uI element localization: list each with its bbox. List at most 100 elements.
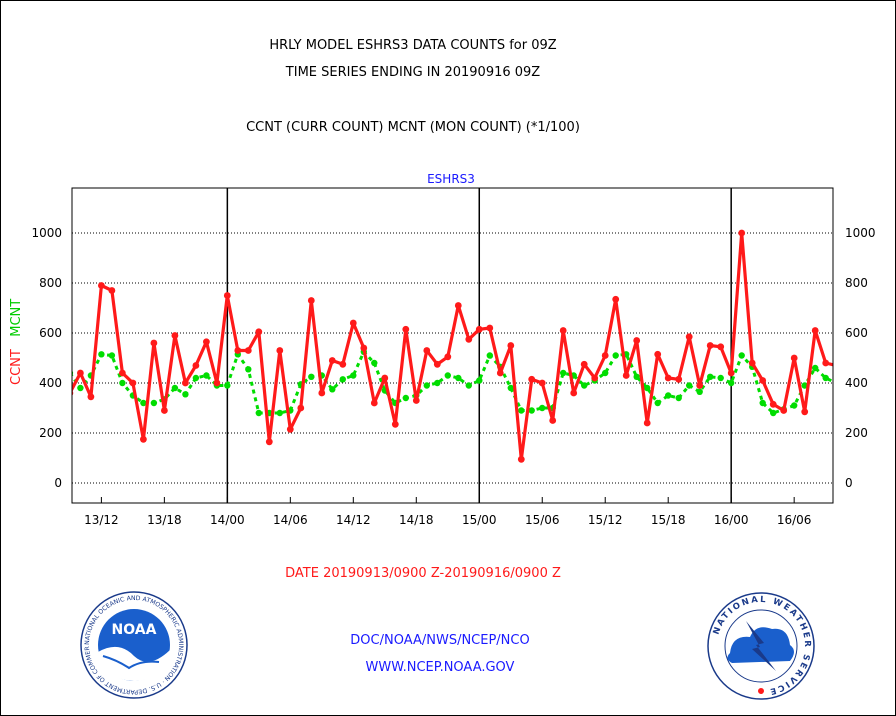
data-point-mcnt — [665, 392, 672, 399]
data-point-mcnt — [140, 399, 147, 407]
data-point-ccnt — [790, 354, 798, 362]
data-point-ccnt — [822, 359, 830, 367]
data-point-mcnt — [402, 394, 409, 402]
x-tick-label: 14/12 — [336, 513, 371, 527]
plot-area-border — [71, 187, 834, 504]
data-point-ccnt — [433, 360, 441, 368]
data-point-mcnt — [518, 407, 525, 414]
data-point-mcnt — [717, 374, 724, 382]
y-tick-label-left: 0 — [54, 476, 62, 490]
data-point-ccnt — [496, 369, 504, 377]
data-point-ccnt — [654, 350, 662, 358]
data-point-ccnt — [454, 302, 462, 309]
y-tick-label-left: 200 — [39, 426, 62, 440]
data-point-ccnt — [318, 389, 326, 397]
data-point-mcnt — [434, 379, 441, 387]
data-point-ccnt — [727, 369, 735, 377]
data-point-ccnt — [801, 408, 809, 416]
y-tick-label-right: 0 — [845, 476, 853, 490]
data-point-ccnt — [150, 339, 158, 347]
data-point-mcnt — [455, 374, 462, 382]
x-tick-label: 16/06 — [777, 513, 812, 527]
data-point-ccnt — [339, 360, 347, 368]
data-point-mcnt — [832, 382, 833, 384]
data-point-ccnt — [612, 295, 620, 303]
chart-title-line2: TIME SERIES ENDING IN 20190916 09Z — [285, 65, 541, 80]
data-point-mcnt — [675, 394, 682, 402]
data-point-ccnt — [370, 399, 378, 407]
x-tick-label: 16/00 — [714, 513, 749, 527]
data-point-mcnt — [654, 399, 661, 407]
chart-title-line1: HRLY MODEL ESHRS3 DATA COUNTS for 09Z — [269, 38, 557, 53]
data-point-mcnt — [444, 372, 451, 379]
date-range-label: DATE 20190913/0900 Z-20190916/0900 Z — [285, 566, 561, 581]
data-point-mcnt — [171, 384, 179, 392]
y-tick-label-left: 600 — [39, 326, 62, 340]
data-point-ccnt — [402, 325, 410, 333]
y-tick-label-right: 200 — [845, 426, 868, 440]
data-point-mcnt — [77, 384, 84, 392]
data-point-ccnt — [108, 287, 116, 294]
nws-logo-icon: NATIONAL WEATHER SERVICE — [707, 592, 815, 700]
y-tick-label-right: 400 — [845, 376, 868, 390]
data-point-ccnt — [161, 407, 168, 414]
data-point-ccnt — [538, 379, 546, 387]
data-point-ccnt — [286, 425, 294, 433]
data-point-mcnt — [581, 382, 588, 389]
data-point-ccnt — [297, 404, 305, 412]
y-tick-label-left: 1000 — [31, 226, 62, 240]
data-point-ccnt — [664, 374, 672, 382]
data-point-mcnt — [728, 379, 735, 387]
data-point-ccnt — [213, 379, 221, 387]
y-tick-label-left: 800 — [39, 276, 62, 290]
data-point-mcnt — [759, 399, 766, 407]
data-point-mcnt — [633, 373, 640, 380]
data-point-ccnt — [307, 297, 315, 304]
data-point-mcnt — [476, 377, 483, 384]
data-point-ccnt — [234, 347, 242, 354]
data-point-ccnt — [580, 360, 588, 368]
data-point-ccnt — [549, 417, 557, 424]
doc-link-text: DOC/NOAA/NWS/NCEP/NCO — [350, 633, 530, 648]
x-tick-label: 15/18 — [651, 513, 686, 527]
data-point-ccnt — [98, 282, 105, 289]
y-tick-label-right: 600 — [845, 326, 868, 340]
data-point-ccnt — [192, 362, 200, 369]
y-tick-label-left: 400 — [39, 376, 62, 390]
data-point-mcnt — [465, 382, 472, 389]
y-tick-label-right: 1000 — [845, 226, 876, 240]
data-point-ccnt — [559, 327, 567, 334]
data-point-mcnt — [791, 402, 798, 409]
data-point-mcnt — [108, 352, 116, 359]
data-point-ccnt — [349, 319, 357, 327]
data-point-ccnt — [486, 324, 494, 332]
data-point-ccnt — [381, 374, 389, 382]
data-point-mcnt — [738, 352, 745, 359]
data-point-ccnt — [685, 333, 693, 341]
data-point-mcnt — [329, 386, 336, 393]
data-point-ccnt — [223, 292, 231, 299]
data-point-ccnt — [780, 407, 788, 414]
data-point-ccnt — [591, 374, 599, 382]
data-point-ccnt — [265, 438, 273, 446]
data-point-mcnt — [528, 407, 535, 414]
data-point-ccnt — [675, 375, 683, 383]
data-point-mcnt — [276, 409, 283, 417]
data-point-mcnt — [245, 366, 252, 373]
noaa-logo-icon: NATIONAL OCEANIC AND ATMOSPHERIC ADMINIS… — [79, 590, 188, 699]
data-point-ccnt — [769, 400, 777, 408]
data-point-mcnt — [560, 369, 567, 377]
data-point-ccnt — [412, 397, 420, 404]
data-point-ccnt — [203, 338, 210, 346]
data-point-mcnt — [182, 391, 189, 398]
data-point-mcnt — [119, 379, 126, 387]
data-point-ccnt — [633, 337, 641, 344]
data-point-mcnt — [686, 382, 693, 389]
data-point-ccnt — [129, 379, 137, 387]
chart-title-line3: CCNT (CURR COUNT) MCNT (MON COUNT) (*1/1… — [246, 120, 580, 135]
x-tick-label: 13/18 — [147, 513, 182, 527]
data-point-mcnt — [507, 384, 514, 392]
x-tick-label: 13/12 — [84, 513, 119, 527]
data-point-ccnt — [244, 347, 252, 354]
